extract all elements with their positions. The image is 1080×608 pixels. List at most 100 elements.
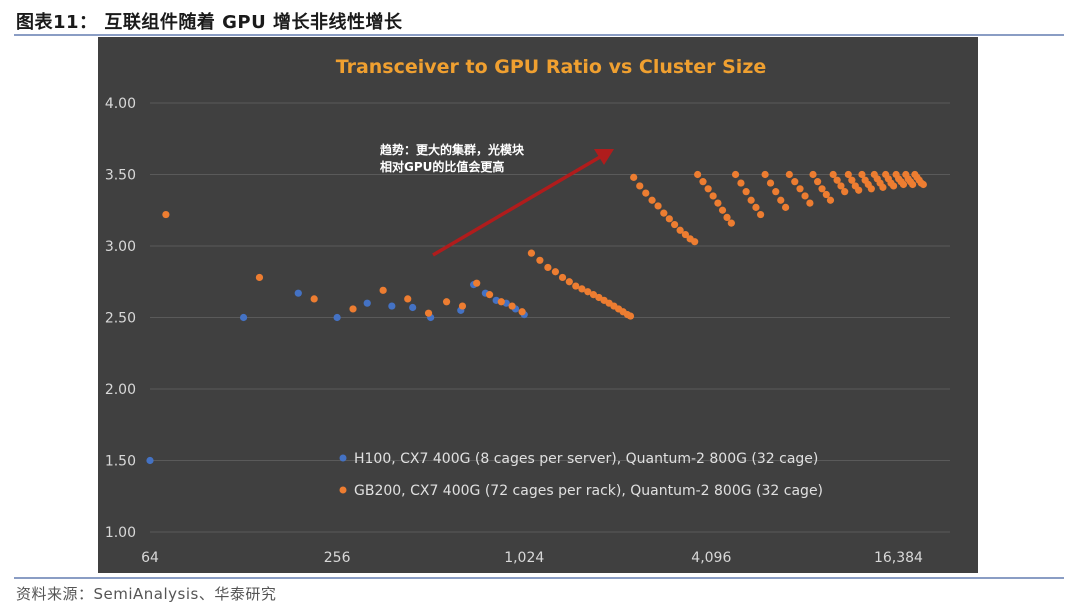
gb200-point xyxy=(642,189,650,197)
annotation-line-1: 趋势：更大的集群，光模块 xyxy=(380,142,525,157)
gb200-point xyxy=(681,230,690,239)
gb200-point xyxy=(844,170,852,179)
h100-point xyxy=(239,313,248,322)
x-tick-label: 256 xyxy=(324,550,351,566)
gb200-point xyxy=(626,312,635,320)
gb200-point xyxy=(578,285,586,293)
gb200-point xyxy=(747,196,755,204)
gb200-point xyxy=(404,295,412,303)
x-tick-label: 4,096 xyxy=(691,550,731,566)
gb200-point xyxy=(709,192,717,200)
gb200-point xyxy=(704,185,712,193)
h100-point xyxy=(388,302,396,310)
gb200-point xyxy=(785,170,793,179)
gb200-point xyxy=(718,206,727,214)
gb200-point xyxy=(822,190,830,199)
y-tick-label: 3.00 xyxy=(105,239,136,255)
h100-point xyxy=(333,313,341,322)
trend-arrow-head xyxy=(594,149,614,165)
gb200-point xyxy=(255,273,264,282)
h100-point xyxy=(146,456,154,465)
gb200-point xyxy=(310,295,318,303)
gb200-point xyxy=(424,309,433,317)
y-tick-label: 2.00 xyxy=(105,382,136,398)
gb200-point xyxy=(727,219,735,227)
gb200-point xyxy=(919,180,927,189)
source-note: 资料来源：SemiAnalysis、华泰研究 xyxy=(16,585,277,603)
gb200-point xyxy=(714,199,722,207)
gb200-point xyxy=(899,180,908,189)
gb200-point xyxy=(558,273,567,282)
gb200-point xyxy=(814,178,822,186)
gb200-point xyxy=(691,238,699,246)
gb200-point xyxy=(742,188,750,196)
y-tick-labels: 1.00 1.50 2.00 2.50 3.00 3.50 4.00 xyxy=(105,96,136,541)
gb200-point xyxy=(162,210,170,219)
gb200-point xyxy=(826,196,835,204)
legend: H100, CX7 400G (8 cages per server), Qua… xyxy=(339,451,823,499)
gb200-point xyxy=(508,302,516,310)
gb200-point xyxy=(737,179,745,187)
x-tick-label: 16,384 xyxy=(874,550,923,566)
gb200-point xyxy=(349,305,357,313)
annotation-line-2: 相对GPU的比值会更高 xyxy=(380,159,504,174)
gb200-point xyxy=(757,210,765,219)
gb200-point xyxy=(379,286,387,294)
gb200-point xyxy=(766,179,775,187)
gb200-point xyxy=(636,182,644,190)
trend-arrow xyxy=(432,155,601,257)
gb200-point xyxy=(723,213,731,221)
bottom-rule xyxy=(14,577,1064,579)
figure-caption: 互联组件随着 GPU 增长非线性增长 xyxy=(104,12,403,33)
legend-label-gb200: GB200, CX7 400G (72 cages per rack), Qua… xyxy=(354,483,823,499)
scatter-chart: Transceiver to GPU Ratio vs Cluster Size… xyxy=(98,37,978,573)
x-tick-labels: 64 256 1,024 4,096 16,384 xyxy=(141,550,923,566)
gb200-point xyxy=(584,288,592,296)
x-tick-label: 1,024 xyxy=(504,550,544,566)
gb200-point xyxy=(801,192,809,200)
legend-marker-gb200 xyxy=(339,486,347,494)
gb200-point xyxy=(791,178,799,186)
gb200-point xyxy=(485,291,494,299)
gb200-point xyxy=(777,196,785,204)
gb200-point xyxy=(648,196,656,204)
figure-title: 图表11： 互联组件随着 GPU 增长非线性增长 xyxy=(16,8,402,34)
gb200-point xyxy=(829,170,837,179)
gb200-point xyxy=(879,183,887,191)
gb200-point xyxy=(527,249,536,257)
gb200-point xyxy=(841,188,849,196)
y-tick-label: 1.00 xyxy=(105,525,136,541)
chart-background xyxy=(98,37,978,573)
y-tick-label: 3.50 xyxy=(105,168,136,184)
top-rule xyxy=(14,34,1064,36)
gb200-point xyxy=(665,215,673,223)
gb200-point xyxy=(660,209,668,217)
gb200-point xyxy=(518,308,526,316)
gb200-point xyxy=(572,282,580,290)
figure-label: 图表11： xyxy=(16,12,98,33)
gb200-point xyxy=(544,263,552,272)
gb200-point xyxy=(818,185,826,193)
data-points xyxy=(146,170,927,465)
gb200-point xyxy=(551,268,560,276)
gb200-point xyxy=(848,176,856,184)
gb200-point xyxy=(909,180,917,189)
legend-marker-h100 xyxy=(339,454,347,462)
gb200-point xyxy=(699,178,707,186)
y-tick-label: 1.50 xyxy=(105,454,136,470)
gb200-point xyxy=(867,185,875,193)
gb200-point xyxy=(889,182,898,190)
gb200-point xyxy=(694,170,702,179)
gb200-point xyxy=(806,199,814,207)
gb200-point xyxy=(752,203,760,211)
gb200-point xyxy=(442,298,451,306)
gb200-point xyxy=(676,226,684,234)
gb200-point xyxy=(671,220,679,229)
gb200-point xyxy=(589,291,598,299)
gb200-point xyxy=(731,170,740,179)
gb200-point xyxy=(772,188,780,196)
gb200-point xyxy=(809,170,817,179)
gb200-point xyxy=(473,279,481,287)
gb200-point xyxy=(782,203,790,211)
gb200-point xyxy=(837,182,845,190)
